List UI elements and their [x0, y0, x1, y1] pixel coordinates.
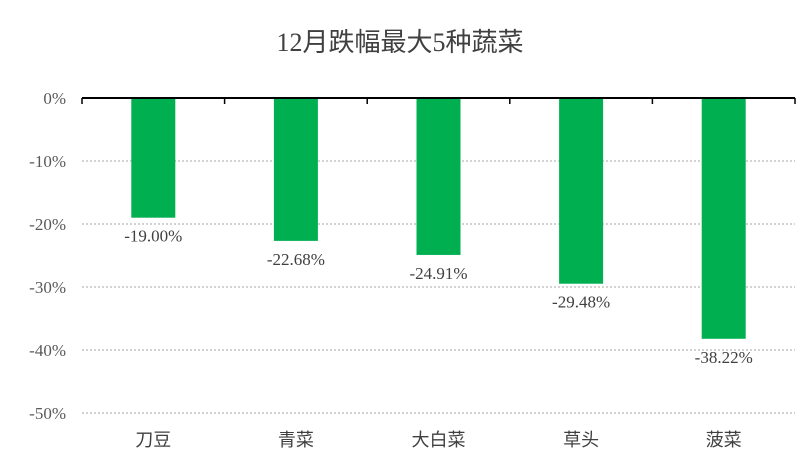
- y-tick-label: -10%: [29, 152, 66, 171]
- bar: [701, 98, 746, 339]
- bar: [416, 98, 461, 255]
- bar: [131, 98, 176, 218]
- y-tick-label: -50%: [29, 404, 66, 423]
- y-tick-label: -20%: [29, 215, 66, 234]
- x-tick-label: 草头: [563, 430, 599, 450]
- data-label: -24.91%: [409, 264, 467, 283]
- x-tick-label: 青菜: [278, 430, 314, 450]
- x-tick-label: 大白菜: [412, 430, 466, 450]
- data-label: -22.68%: [267, 250, 325, 269]
- y-tick-label: -40%: [29, 341, 66, 360]
- bar: [273, 98, 318, 241]
- chart-title: 12月跌幅最大5种蔬菜: [276, 28, 524, 57]
- data-label: -29.48%: [552, 293, 610, 312]
- y-tick-label: 0%: [43, 89, 66, 108]
- x-tick-label: 刀豆: [135, 430, 171, 450]
- bar: [559, 98, 604, 284]
- x-tick-label: 菠菜: [706, 430, 742, 450]
- data-label: -38.22%: [695, 348, 753, 367]
- y-tick-label: -30%: [29, 278, 66, 297]
- data-label: -19.00%: [124, 227, 182, 246]
